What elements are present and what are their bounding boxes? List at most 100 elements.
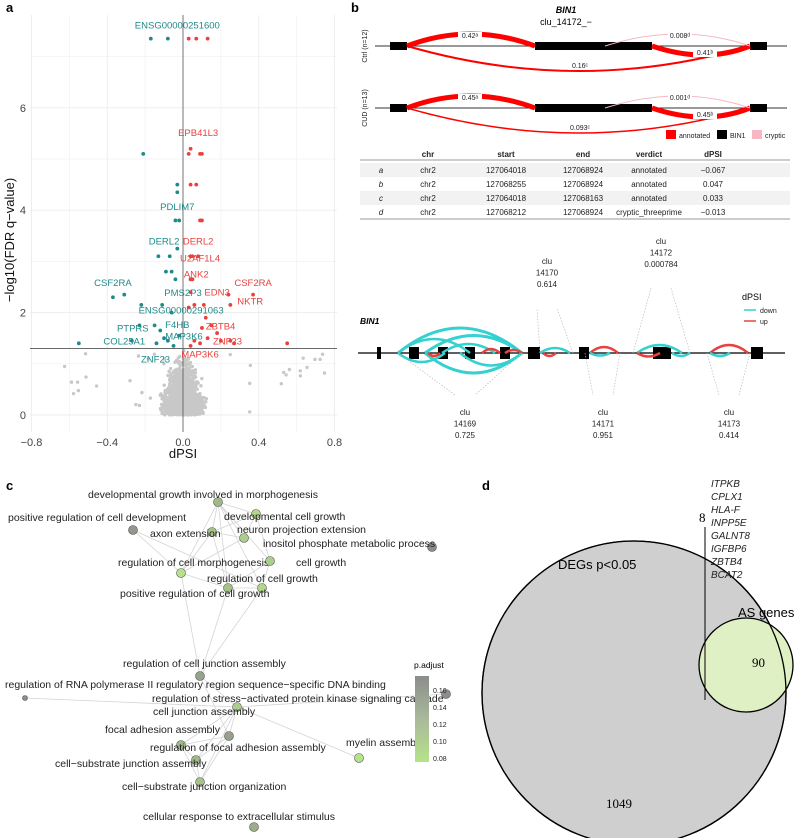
table-cell: chr2 <box>420 194 436 203</box>
point-nonsignificant <box>128 379 132 383</box>
junction-psi-a: 0.42ᵃ <box>462 33 479 40</box>
node-label: regulation of cell growth <box>207 573 318 585</box>
cluster-label-line: 14169 <box>454 420 477 429</box>
x-tick-label: 0.8 <box>327 437 342 449</box>
gene-label: PTPRS <box>117 324 149 335</box>
sashimi-cluster-title: clu_14172_− <box>540 17 592 27</box>
junction-c <box>406 107 751 134</box>
table-header: end <box>576 150 590 159</box>
exon <box>535 104 652 112</box>
network-edge <box>228 706 238 737</box>
point-nonsignificant <box>193 375 198 379</box>
gene-model: BIN1 dPSI down up clu 14169 0.725 clu 14170 0… <box>358 237 785 440</box>
network-edge <box>255 513 271 562</box>
table-cell: 0.047 <box>703 180 724 189</box>
cluster-label: clu 14169 0.725 <box>454 408 477 440</box>
cluster-label-line: 0.725 <box>455 431 476 440</box>
point-nonsignificant <box>248 363 253 368</box>
point-nonsignificant <box>320 352 325 357</box>
point-up <box>228 338 233 343</box>
point-nonsignificant <box>192 412 196 417</box>
gene-label: NKTR <box>237 297 263 308</box>
point-nonsignificant <box>187 413 191 417</box>
node-circle <box>195 671 205 681</box>
point-down <box>122 292 127 297</box>
venn-label-as: AS genes <box>738 605 795 620</box>
row-band <box>360 163 790 177</box>
node-circle <box>128 525 138 535</box>
point-nonsignificant <box>62 364 67 369</box>
point-nonsignificant <box>298 369 302 373</box>
network-node: cell−substrate junction assembly <box>55 755 207 770</box>
table-header: start <box>497 150 515 159</box>
table-cell: 127064018 <box>486 194 527 203</box>
point-nonsignificant <box>179 412 184 417</box>
point-up <box>188 343 193 348</box>
point-up <box>186 305 191 310</box>
junction-table: chr start end verdict dPSI a chr2 127064018 1270… <box>360 150 790 220</box>
legend-label-annotated: annotated <box>679 133 710 140</box>
network-edge <box>180 735 230 746</box>
point-nonsignificant <box>171 412 176 417</box>
point-nonsignificant <box>167 385 171 390</box>
network-edge <box>199 587 229 677</box>
junction-arc <box>636 351 661 358</box>
point-down <box>148 36 153 41</box>
junction-arc <box>424 334 523 355</box>
point-up <box>201 303 206 307</box>
point-nonsignificant <box>203 405 208 410</box>
point-nonsignificant <box>179 388 183 392</box>
point-nonsignificant <box>76 388 81 393</box>
point-down <box>177 218 182 223</box>
node-label: focal adhesion assembly <box>105 724 221 736</box>
junction-psi-d: 0.008ᵈ <box>670 33 691 40</box>
exon <box>377 347 381 359</box>
venn-count-as: 90 <box>752 655 765 670</box>
junction-arc <box>589 351 611 357</box>
point-down <box>177 333 182 338</box>
legend-label-cryptic: cryptic <box>765 133 786 140</box>
exon <box>409 347 419 359</box>
junction-psi-b: 0.41ᵇ <box>697 50 714 57</box>
network-edge <box>180 706 238 746</box>
point-down <box>169 310 174 315</box>
table-cell: 127068163 <box>563 194 604 203</box>
network-edge <box>211 513 257 533</box>
network-node: positive regulation of cell growth <box>120 583 270 600</box>
point-up <box>196 254 201 259</box>
point-nonsignificant <box>322 371 327 375</box>
point-nonsignificant <box>187 401 191 405</box>
point-nonsignificant <box>287 367 292 372</box>
point-down <box>160 303 165 307</box>
point-nonsignificant <box>199 384 203 388</box>
sashimi-plot: BIN1 clu_14172_− Ctrl (n=12) 0.42ᵃ 0.41ᵇ 0.… <box>362 5 787 140</box>
node-circle <box>251 509 261 519</box>
y-tick-label: 4 <box>20 205 26 217</box>
point-nonsignificant <box>185 358 190 362</box>
x-axis-title: dPSI <box>169 446 197 461</box>
point-nonsignificant <box>175 379 179 384</box>
point-nonsignificant <box>199 404 203 408</box>
point-nonsignificant <box>247 410 252 414</box>
point-up <box>285 341 290 346</box>
point-nonsignificant <box>172 374 177 378</box>
point-nonsignificant <box>190 377 194 382</box>
point-nonsignificant <box>279 382 283 386</box>
network-edge <box>180 572 229 589</box>
table-cell: 127068924 <box>563 166 604 175</box>
table-cell: annotated <box>631 180 667 189</box>
point-nonsignificant <box>172 408 177 412</box>
y-axis-title: −log10(FDR q−value) <box>2 178 17 302</box>
table-row: a chr2 127064018 127068924 annotated −0.067 <box>360 163 790 177</box>
gene-label: EDN3 <box>204 288 229 299</box>
gene-label: COL25A1 <box>103 337 145 348</box>
legend-swatch-gene <box>717 130 727 139</box>
gene-label: ENSG00000251600 <box>135 20 220 31</box>
point-up <box>194 182 199 187</box>
gene-label: ZBTB4 <box>206 321 236 332</box>
cluster-connector <box>632 287 691 354</box>
point-up <box>198 341 202 346</box>
point-nonsignificant <box>166 373 170 378</box>
table-cell: chr2 <box>420 180 436 189</box>
